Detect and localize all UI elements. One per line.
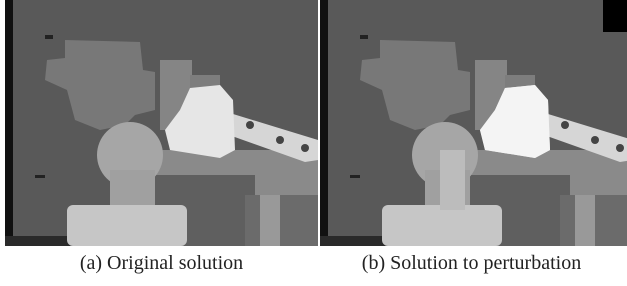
caption: (a) Original solution [5, 252, 318, 275]
page: (a) Original solution (b) Solution to pe… [0, 0, 627, 286]
caption: (b) Solution to perturbation [316, 252, 627, 275]
disparity-map-original [5, 0, 318, 246]
disparity-map-perturbed [320, 0, 627, 246]
